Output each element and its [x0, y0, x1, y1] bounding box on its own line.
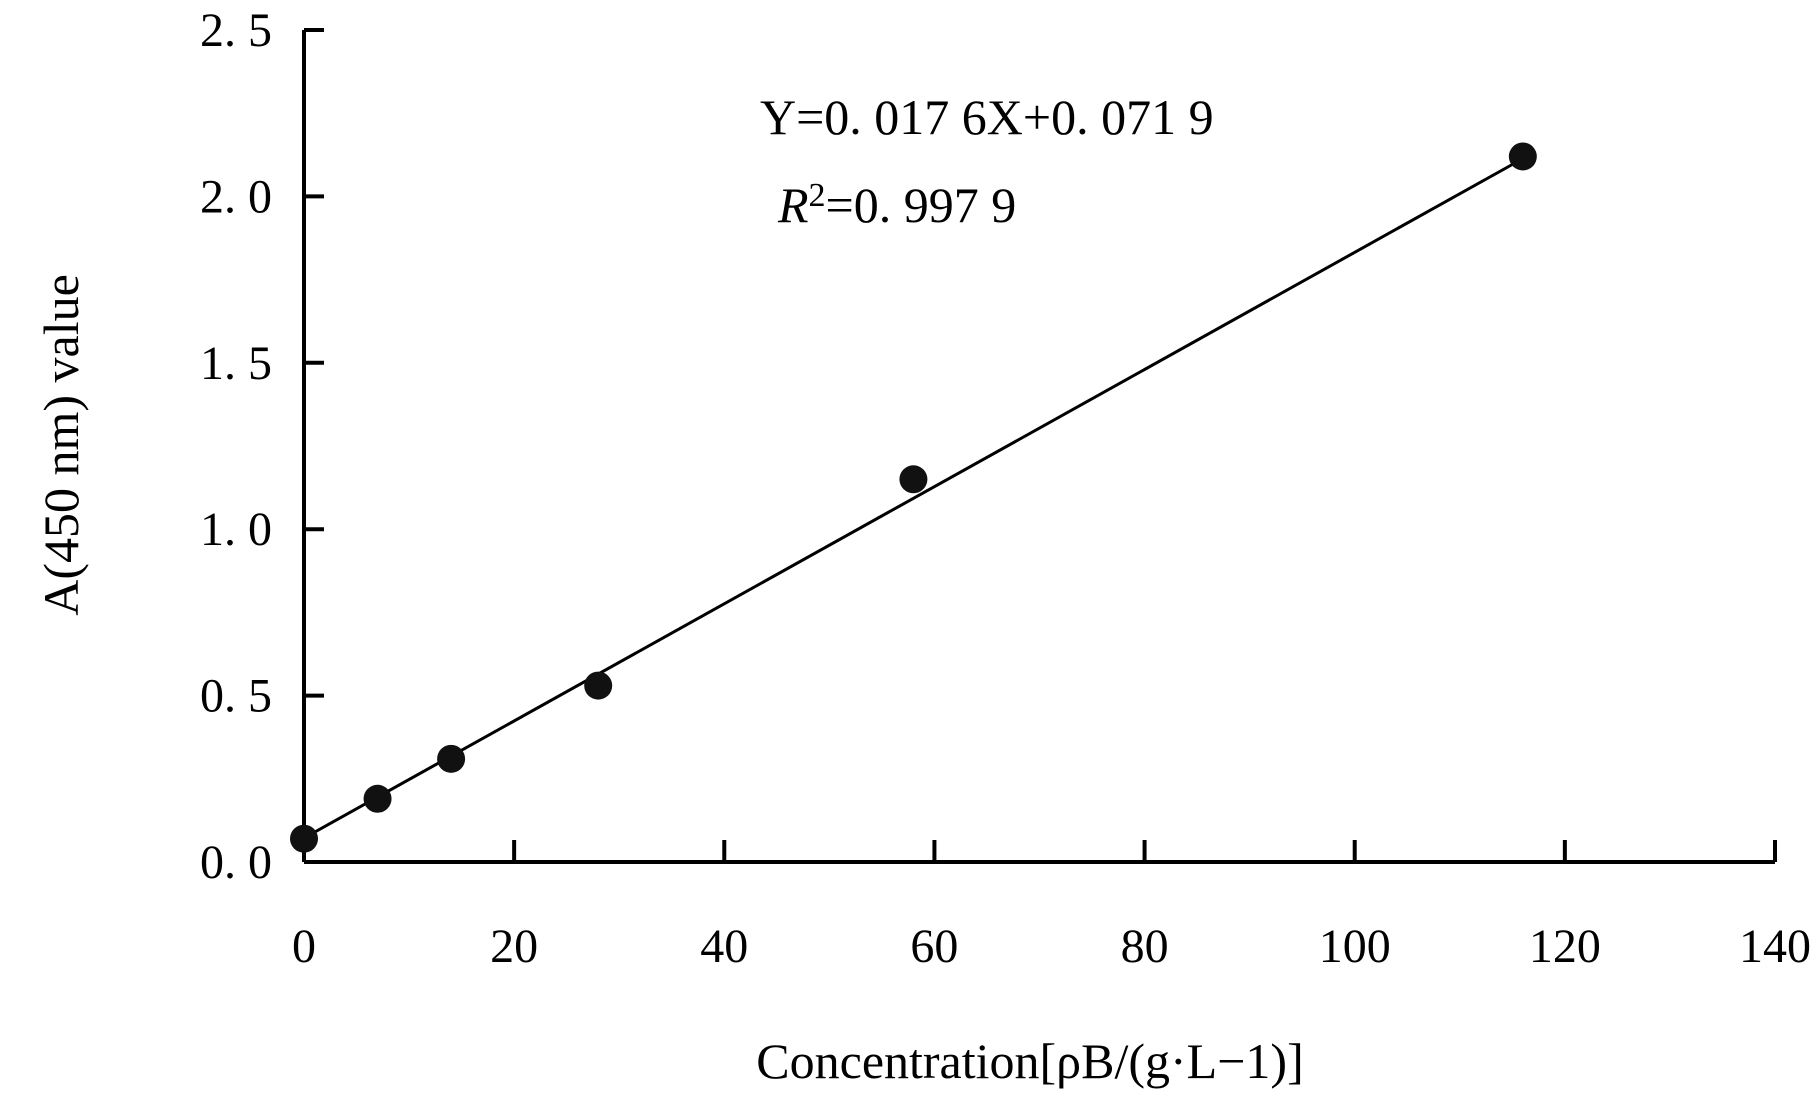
data-points — [290, 142, 1537, 853]
x-tick-label: 20 — [490, 920, 538, 973]
x-tick-label: 80 — [1121, 920, 1169, 973]
data-point — [437, 744, 466, 773]
x-ticks: 0 20 40 60 80 100 120 140 — [292, 840, 1810, 973]
x-axis-title: Concentration[ρB/(g·L−1)] — [756, 1033, 1303, 1089]
data-point — [584, 671, 613, 700]
data-point — [1508, 142, 1537, 171]
y-tick-label: 0. 5 — [200, 670, 272, 723]
y-ticks: 0. 0 0. 5 1. 0 1. 5 2. 0 2. 5 — [200, 4, 324, 889]
r-squared-annotation: R2=0. 997 9 — [777, 177, 1016, 233]
x-tick-label: 60 — [910, 920, 958, 973]
r-squared-symbol: R — [777, 177, 809, 233]
y-tick-label: 1. 0 — [200, 503, 272, 556]
x-tick-label: 120 — [1529, 920, 1601, 973]
data-point — [899, 465, 928, 494]
y-tick-label: 1. 5 — [200, 337, 272, 390]
r-squared-exponent: 2 — [809, 177, 826, 214]
y-axis: 0. 0 0. 5 1. 0 1. 5 2. 0 2. 5 — [200, 4, 324, 889]
data-point — [363, 784, 392, 813]
y-tick-label: 0. 0 — [200, 836, 272, 889]
x-tick-label: 140 — [1739, 920, 1810, 973]
r-squared-value: =0. 997 9 — [826, 177, 1017, 233]
x-tick-label: 40 — [700, 920, 748, 973]
x-axis: 0 20 40 60 80 100 120 140 — [292, 840, 1810, 973]
data-point — [290, 824, 318, 853]
x-tick-label: 0 — [292, 920, 316, 973]
x-tick-label: 100 — [1319, 920, 1391, 973]
y-tick-label: 2. 5 — [200, 4, 272, 57]
y-tick-label: 2. 0 — [200, 170, 272, 223]
y-axis-title: A(450 nm) value — [33, 274, 89, 616]
fit-line — [303, 157, 1524, 840]
regression-equation: Y=0. 017 6X+0. 071 9 — [760, 89, 1214, 145]
